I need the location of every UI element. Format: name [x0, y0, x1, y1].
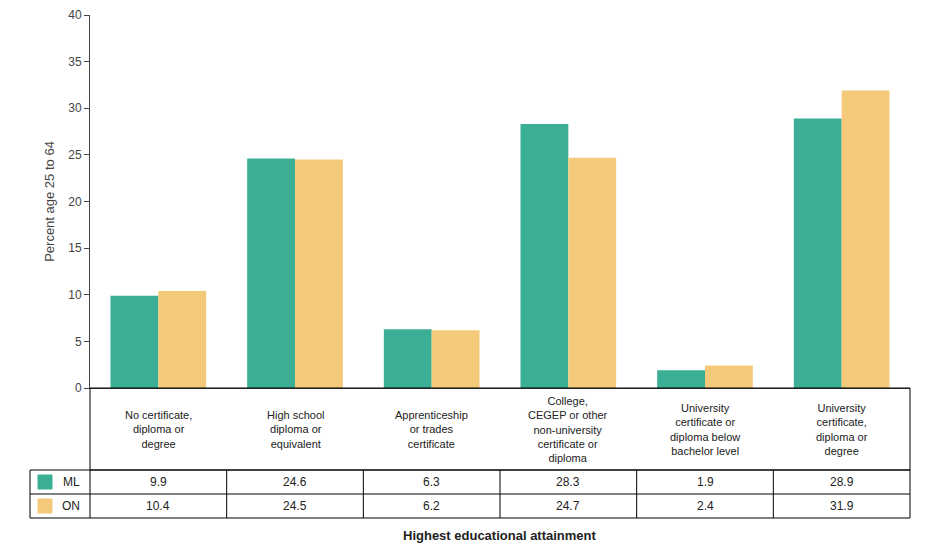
svg-text:Universitycertificate ordiplom: Universitycertificate ordiploma belowbac…: [670, 402, 740, 457]
svg-text:ON: ON: [62, 499, 80, 513]
svg-text:10: 10: [68, 288, 82, 302]
svg-text:ML: ML: [63, 475, 80, 489]
svg-text:6.3: 6.3: [423, 475, 440, 489]
svg-text:1.9: 1.9: [697, 475, 714, 489]
svg-text:6.2: 6.2: [423, 499, 440, 513]
svg-text:No certificate,diploma ordegre: No certificate,diploma ordegree: [125, 409, 192, 450]
svg-text:5: 5: [75, 335, 82, 349]
svg-text:High schooldiploma orequivalen: High schooldiploma orequivalent: [267, 409, 324, 450]
svg-text:15: 15: [68, 241, 82, 255]
svg-text:24.7: 24.7: [556, 499, 580, 513]
svg-text:Percent age 25 to 64: Percent age 25 to 64: [42, 141, 57, 262]
svg-text:2.4: 2.4: [697, 499, 714, 513]
svg-text:9.9: 9.9: [150, 475, 167, 489]
svg-text:0: 0: [75, 381, 82, 395]
svg-text:40: 40: [68, 8, 82, 22]
svg-text:28.9: 28.9: [830, 475, 854, 489]
svg-text:Universitycertificate,diploma: Universitycertificate,diploma ordegree: [816, 402, 868, 457]
svg-text:Highest educational attainment: Highest educational attainment: [403, 528, 597, 543]
svg-text:Apprenticeshipor tradescertifi: Apprenticeshipor tradescertificate: [395, 409, 468, 450]
svg-text:20: 20: [68, 195, 82, 209]
svg-text:31.9: 31.9: [830, 499, 854, 513]
svg-text:25: 25: [68, 148, 82, 162]
svg-text:24.6: 24.6: [283, 475, 307, 489]
svg-text:30: 30: [68, 101, 82, 115]
svg-text:35: 35: [68, 55, 82, 69]
svg-text:10.4: 10.4: [146, 499, 170, 513]
svg-text:College,CEGEP or othernon-univ: College,CEGEP or othernon-universitycert…: [528, 395, 608, 464]
svg-text:28.3: 28.3: [556, 475, 580, 489]
svg-text:24.5: 24.5: [283, 499, 307, 513]
